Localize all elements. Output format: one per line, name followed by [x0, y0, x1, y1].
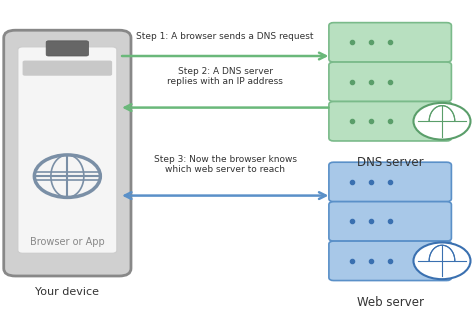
Text: Step 1: A browser sends a DNS request: Step 1: A browser sends a DNS request	[137, 32, 314, 41]
Text: Browser or App: Browser or App	[30, 237, 105, 247]
FancyBboxPatch shape	[23, 61, 112, 76]
FancyBboxPatch shape	[329, 202, 451, 241]
Text: Step 3: Now the browser knows
which web server to reach: Step 3: Now the browser knows which web …	[154, 155, 297, 174]
FancyBboxPatch shape	[329, 23, 451, 62]
Circle shape	[413, 103, 471, 139]
FancyBboxPatch shape	[18, 47, 117, 253]
Text: Your device: Your device	[36, 287, 100, 297]
Text: Step 2: A DNS server
replies with an IP address: Step 2: A DNS server replies with an IP …	[167, 67, 283, 86]
FancyBboxPatch shape	[329, 101, 451, 141]
FancyBboxPatch shape	[329, 62, 451, 101]
Text: DNS server: DNS server	[357, 156, 423, 169]
Text: Web server: Web server	[356, 296, 424, 309]
FancyBboxPatch shape	[4, 30, 131, 276]
FancyBboxPatch shape	[46, 41, 89, 56]
FancyBboxPatch shape	[329, 241, 451, 280]
Circle shape	[413, 242, 471, 279]
FancyBboxPatch shape	[329, 162, 451, 202]
